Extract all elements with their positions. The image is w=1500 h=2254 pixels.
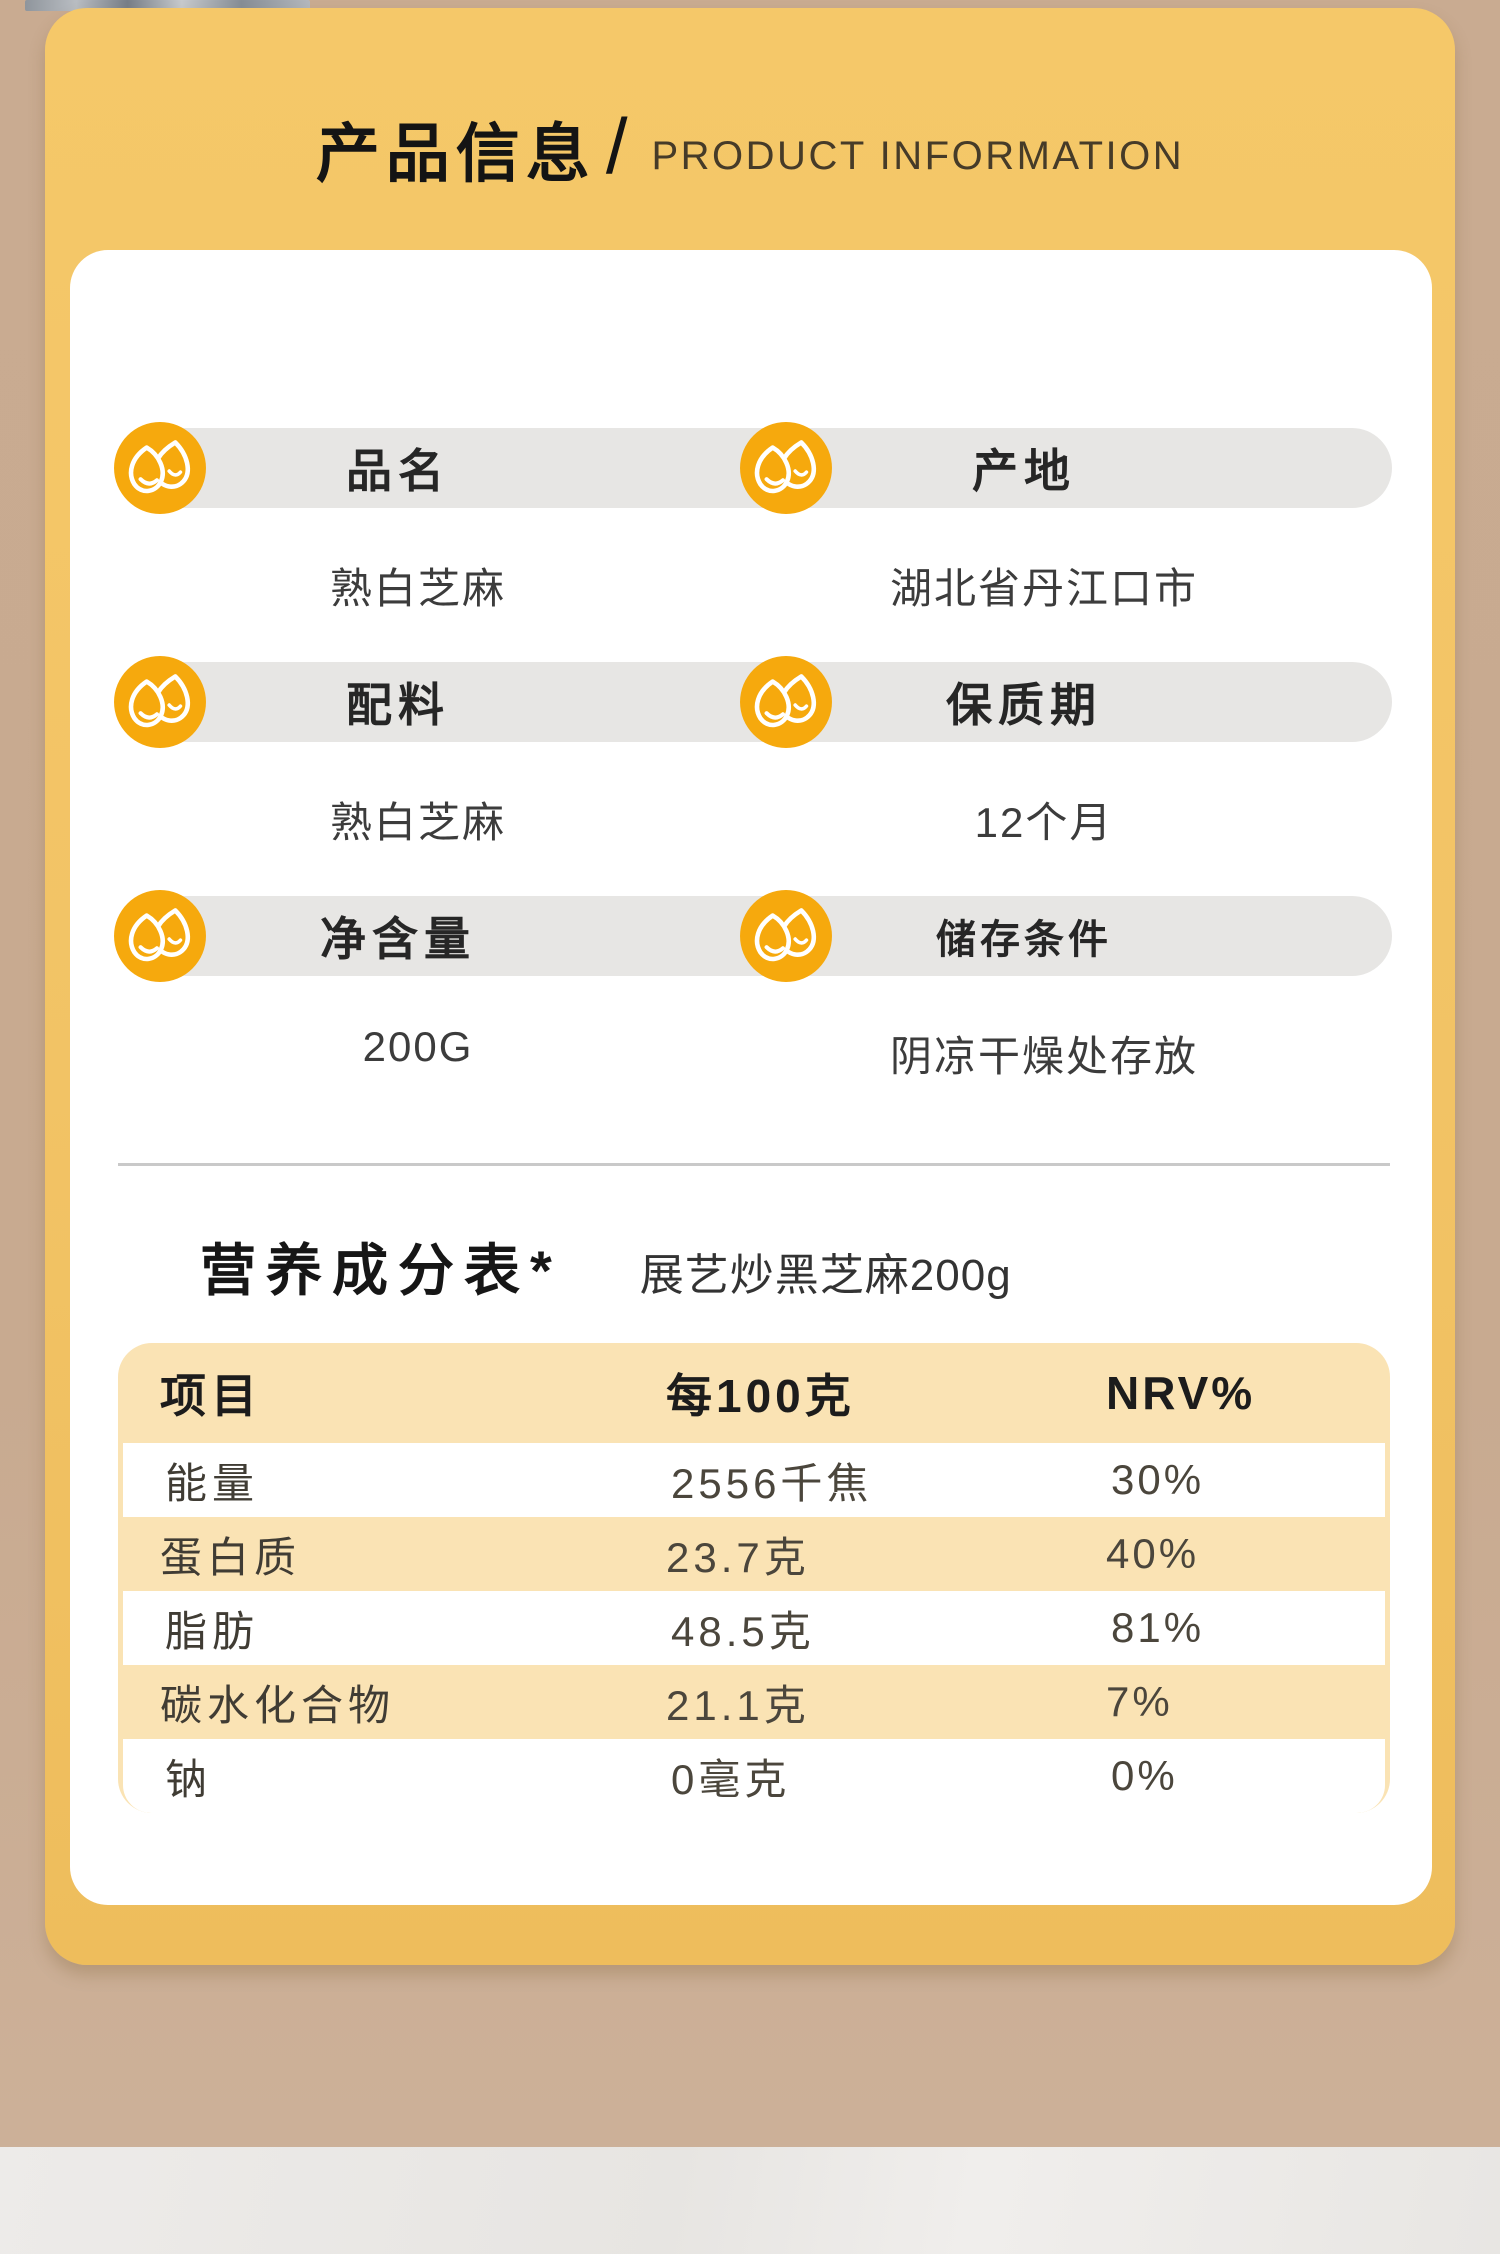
field-label-band: 品名 xyxy=(114,422,766,514)
sesame-seeds-icon xyxy=(739,889,833,983)
field-label-band: 产地 xyxy=(740,422,1392,514)
sesame-seeds-icon xyxy=(113,655,207,749)
section-header: 产品信息 / PRODUCT INFORMATION xyxy=(45,101,1455,195)
row-nrv: 0% xyxy=(1111,1752,1178,1799)
row-item: 蛋白质 xyxy=(160,1533,302,1581)
field-label-band: 配料 xyxy=(114,656,766,748)
nutrition-subtitle: 展艺炒黑芝麻200g xyxy=(639,1251,1012,1300)
row-per100g: 21.1克 xyxy=(666,1681,810,1729)
field-label: 配料 xyxy=(346,679,450,731)
nutrition-header: 营养成分表* 展艺炒黑芝麻200g xyxy=(200,1226,1432,1307)
column-header-per100g: 每100克 xyxy=(666,1370,855,1422)
sesame-seeds-icon xyxy=(739,421,833,515)
row-nrv: 81% xyxy=(1111,1604,1205,1651)
column-header-item: 项目 xyxy=(160,1370,262,1422)
row-per100g: 0毫克 xyxy=(671,1755,791,1803)
field-ingredients: 配料 熟白芝麻 xyxy=(114,656,766,896)
nutrition-title: 营养成分表* xyxy=(200,1239,562,1302)
details-panel: 品名 熟白芝麻 xyxy=(70,250,1432,1905)
product-fields-grid: 品名 熟白芝麻 xyxy=(114,422,1392,1130)
field-label-band: 保质期 xyxy=(740,656,1392,748)
nutrition-table-header: 项目 每100克 NRV% xyxy=(118,1343,1390,1443)
product-info-card: 产品信息 / PRODUCT INFORMATION xyxy=(45,8,1455,1965)
field-label: 品名 xyxy=(346,445,450,497)
field-label: 保质期 xyxy=(946,679,1102,731)
nutrition-table: 项目 每100克 NRV% 能量 2556千焦 30% 蛋白质 23.7克 40… xyxy=(118,1343,1390,1813)
slash-divider: / xyxy=(605,101,628,190)
field-value: 200G xyxy=(362,1023,474,1070)
field-label-band: 净含量 xyxy=(114,890,766,982)
row-item: 脂肪 xyxy=(165,1607,260,1655)
row-per100g: 48.5克 xyxy=(671,1607,815,1655)
table-row: 能量 2556千焦 30% xyxy=(123,1443,1385,1517)
field-net-weight: 净含量 200G xyxy=(114,890,766,1130)
table-row: 脂肪 48.5克 81% xyxy=(123,1591,1385,1665)
field-value: 熟白芝麻 xyxy=(329,565,506,612)
sesame-seeds-icon xyxy=(739,655,833,749)
field-label: 储存条件 xyxy=(936,918,1112,962)
background-photo-fragment xyxy=(25,0,310,11)
sesame-seeds-icon xyxy=(113,421,207,515)
field-value: 阴凉干燥处存放 xyxy=(889,1033,1198,1080)
sesame-seeds-icon xyxy=(113,889,207,983)
field-value: 湖北省丹江口市 xyxy=(889,565,1198,612)
field-label-band: 储存条件 xyxy=(740,890,1392,982)
section-title-en: PRODUCT INFORMATION xyxy=(651,133,1185,178)
row-item: 钠 xyxy=(165,1755,213,1803)
row-nrv: 30% xyxy=(1111,1456,1205,1503)
section-divider xyxy=(118,1163,1390,1166)
row-per100g: 23.7克 xyxy=(666,1533,810,1581)
row-per100g: 2556千焦 xyxy=(671,1459,873,1507)
table-row: 蛋白质 23.7克 40% xyxy=(118,1517,1390,1591)
field-label: 净含量 xyxy=(320,913,476,965)
row-nrv: 40% xyxy=(1106,1530,1200,1577)
column-header-nrv: NRV% xyxy=(1106,1367,1256,1419)
field-label: 产地 xyxy=(972,445,1076,497)
table-row: 碳水化合物 21.1克 7% xyxy=(118,1665,1390,1739)
row-item: 碳水化合物 xyxy=(160,1681,396,1729)
field-origin: 产地 湖北省丹江口市 xyxy=(740,422,1392,662)
row-nrv: 7% xyxy=(1106,1678,1173,1725)
table-row: 钠 0毫克 0% xyxy=(123,1739,1385,1813)
field-storage: 储存条件 阴凉干燥处存放 xyxy=(740,890,1392,1130)
row-item: 能量 xyxy=(165,1459,260,1507)
section-title-zh: 产品信息 xyxy=(315,118,596,190)
field-value: 12个月 xyxy=(974,799,1114,846)
field-product-name: 品名 熟白芝麻 xyxy=(114,422,766,662)
field-value: 熟白芝麻 xyxy=(329,799,506,846)
table-surface-strip xyxy=(0,2147,1500,2254)
field-shelf-life: 保质期 12个月 xyxy=(740,656,1392,896)
